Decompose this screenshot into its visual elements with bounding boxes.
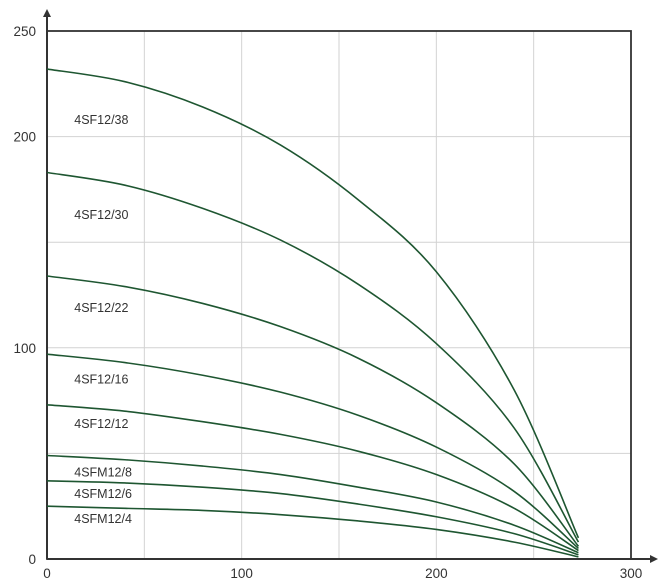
series-line — [47, 404, 579, 552]
series-line — [47, 68, 580, 539]
x-tick-label: 200 — [425, 566, 448, 581]
series-label: 4SF12/30 — [74, 208, 128, 222]
x-axis-arrow — [650, 555, 658, 563]
series-line — [47, 505, 579, 558]
series-label: 4SF12/22 — [74, 301, 128, 315]
series-label: 4SF12/16 — [74, 373, 128, 387]
x-tick-label: 300 — [620, 566, 643, 581]
series-lines — [47, 68, 580, 558]
series-label: 4SFM12/6 — [74, 487, 132, 501]
x-tick-label: 100 — [230, 566, 253, 581]
y-tick-label: 0 — [28, 552, 36, 567]
x-tick-label: 0 — [43, 566, 51, 581]
y-tick-label: 200 — [13, 130, 36, 145]
grid — [47, 31, 631, 559]
series-line — [47, 480, 579, 556]
tick-labels: 0 100 200 300 0 100 200 250 — [13, 24, 642, 581]
y-tick-label: 250 — [13, 24, 36, 39]
series-label: 4SF12/38 — [74, 113, 128, 127]
series-label: 4SFM12/4 — [74, 512, 132, 526]
series-label: 4SF12/12 — [74, 417, 128, 431]
series-line — [47, 275, 580, 547]
series-line — [47, 353, 579, 550]
axes — [43, 9, 658, 563]
series-line — [47, 454, 579, 554]
y-tick-label: 100 — [13, 341, 36, 356]
series-labels: 4SF12/38 4SF12/30 4SF12/22 4SF12/16 4SF12/12… — [74, 113, 132, 526]
y-axis-arrow — [43, 9, 51, 17]
series-label: 4SFM12/8 — [74, 466, 132, 480]
series-line — [47, 171, 580, 543]
